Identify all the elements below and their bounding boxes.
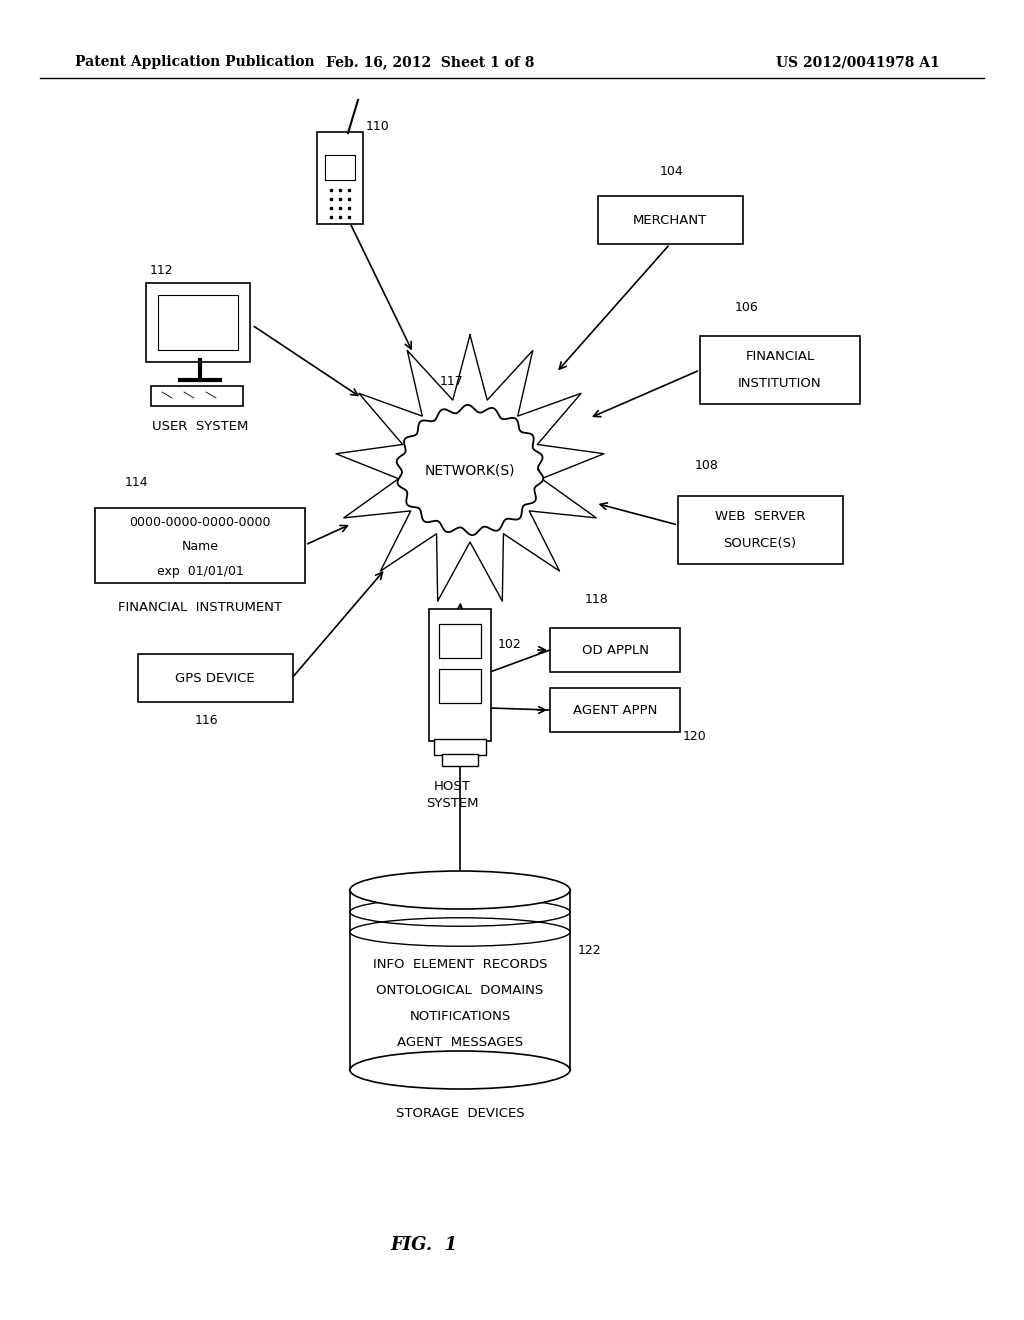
- Text: Patent Application Publication: Patent Application Publication: [75, 55, 314, 69]
- Text: INFO  ELEMENT  RECORDS: INFO ELEMENT RECORDS: [373, 958, 547, 972]
- Text: FINANCIAL  INSTRUMENT: FINANCIAL INSTRUMENT: [118, 601, 282, 614]
- Text: SOURCE(S): SOURCE(S): [723, 537, 797, 550]
- FancyBboxPatch shape: [678, 496, 843, 564]
- FancyBboxPatch shape: [439, 624, 481, 657]
- Text: AGENT APPN: AGENT APPN: [572, 704, 657, 717]
- Polygon shape: [396, 405, 544, 535]
- FancyBboxPatch shape: [442, 754, 478, 766]
- Text: ONTOLOGICAL  DOMAINS: ONTOLOGICAL DOMAINS: [377, 985, 544, 998]
- Polygon shape: [336, 335, 604, 601]
- Text: WEB  SERVER: WEB SERVER: [715, 510, 805, 523]
- Text: NETWORK(S): NETWORK(S): [425, 463, 515, 477]
- Text: FIG.  1: FIG. 1: [390, 1236, 457, 1254]
- Text: 0000-0000-0000-0000: 0000-0000-0000-0000: [129, 516, 270, 529]
- Text: 104: 104: [660, 165, 684, 178]
- FancyBboxPatch shape: [325, 154, 355, 180]
- Text: FINANCIAL: FINANCIAL: [745, 350, 815, 363]
- Text: 110: 110: [366, 120, 390, 133]
- FancyBboxPatch shape: [700, 337, 860, 404]
- FancyBboxPatch shape: [158, 294, 238, 350]
- Text: SYSTEM: SYSTEM: [426, 797, 478, 810]
- Ellipse shape: [350, 871, 570, 909]
- Text: NOTIFICATIONS: NOTIFICATIONS: [410, 1011, 511, 1023]
- Text: 106: 106: [735, 301, 759, 314]
- Text: 120: 120: [683, 730, 707, 743]
- Ellipse shape: [350, 1051, 570, 1089]
- Text: 122: 122: [578, 944, 602, 957]
- FancyBboxPatch shape: [350, 890, 570, 1071]
- FancyBboxPatch shape: [95, 507, 305, 582]
- Text: 114: 114: [125, 477, 148, 488]
- Text: AGENT  MESSAGES: AGENT MESSAGES: [397, 1036, 523, 1049]
- Text: OD APPLN: OD APPLN: [582, 644, 648, 656]
- Text: exp  01/01/01: exp 01/01/01: [157, 565, 244, 578]
- Text: HOST: HOST: [433, 780, 470, 793]
- Text: Feb. 16, 2012  Sheet 1 of 8: Feb. 16, 2012 Sheet 1 of 8: [326, 55, 535, 69]
- Text: GPS DEVICE: GPS DEVICE: [175, 672, 255, 685]
- FancyBboxPatch shape: [151, 385, 243, 407]
- FancyBboxPatch shape: [597, 195, 742, 244]
- FancyBboxPatch shape: [434, 739, 486, 755]
- Text: MERCHANT: MERCHANT: [633, 214, 708, 227]
- Text: 108: 108: [695, 459, 719, 473]
- Text: 116: 116: [195, 714, 219, 727]
- Text: US 2012/0041978 A1: US 2012/0041978 A1: [776, 55, 940, 69]
- Text: Name: Name: [181, 540, 218, 553]
- Text: USER  SYSTEM: USER SYSTEM: [152, 420, 248, 433]
- FancyBboxPatch shape: [439, 669, 481, 704]
- Text: INSTITUTION: INSTITUTION: [738, 378, 822, 391]
- Text: 112: 112: [150, 264, 174, 277]
- Text: STORAGE  DEVICES: STORAGE DEVICES: [395, 1107, 524, 1119]
- Text: 102: 102: [498, 639, 522, 652]
- Text: 117: 117: [440, 375, 464, 388]
- FancyBboxPatch shape: [550, 628, 680, 672]
- FancyBboxPatch shape: [550, 688, 680, 733]
- FancyBboxPatch shape: [429, 609, 490, 741]
- Text: 118: 118: [585, 593, 608, 606]
- FancyBboxPatch shape: [146, 282, 250, 362]
- FancyBboxPatch shape: [137, 653, 293, 702]
- FancyBboxPatch shape: [317, 132, 362, 224]
